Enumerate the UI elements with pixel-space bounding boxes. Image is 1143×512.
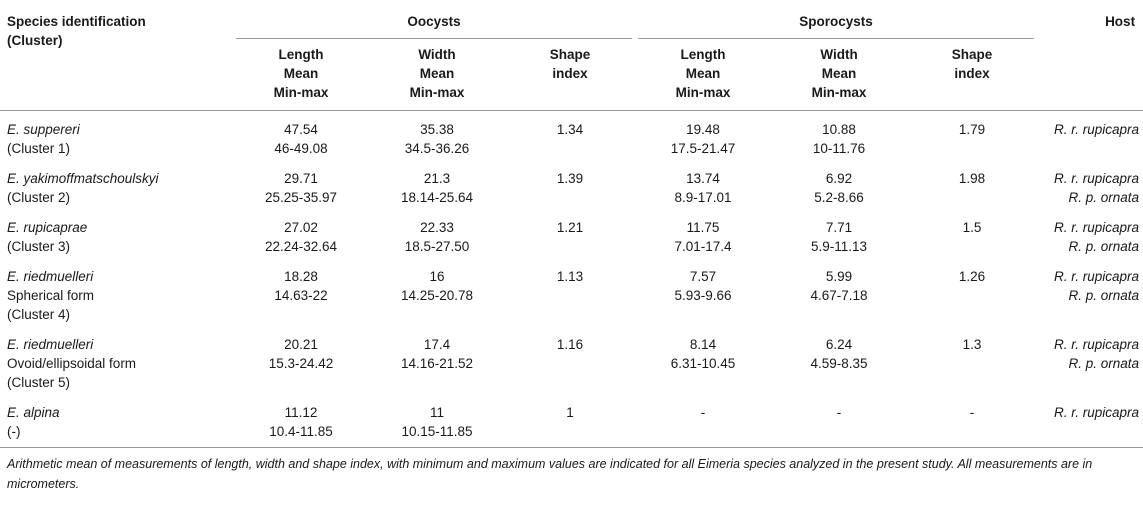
host-cell: R. r. rupicapra R. p. ornata [1054, 171, 1140, 205]
sporocyst-width-cell: 6.92 5.2-8.66 [814, 171, 864, 205]
oocyst-width-header: Width Mean Min-max [369, 39, 505, 111]
sporocyst-length-cell: 7.57 5.93-9.66 [674, 269, 732, 303]
oocyst-width-cell: 21.3 18.14-25.64 [400, 171, 474, 205]
oocyst-shape-cell: 1.16 [556, 337, 584, 352]
oocyst-width-cell: 17.4 14.16-21.52 [400, 337, 474, 371]
host-cell: R. r. rupicapra [1037, 394, 1143, 448]
sporocyst-width-cell: 5.99 4.67-7.18 [810, 269, 868, 303]
species-cell: E. rupicaprae (Cluster 3) [7, 220, 88, 254]
oocyst-shape-cell: 1 [505, 394, 636, 448]
species-cell: E. alpina (-) [0, 394, 233, 448]
sporocyst-length-cell: 13.74 8.9-17.01 [674, 171, 732, 205]
species-cell: E. riedmuelleri Ovoid/ellipsoidal form (Cl… [7, 337, 137, 390]
species-cell: E. riedmuelleri Spherical form (Cluster 4) [7, 269, 95, 322]
host-column-header: Host [1037, 0, 1143, 111]
oocyst-shape-cell: 1.21 [556, 220, 584, 235]
oocysts-group-header: Oocysts [233, 0, 635, 39]
table-row: E. yakimoffmatschoulskyi (Cluster 2) 29.7… [0, 160, 1143, 209]
species-column-header: Species identification (Cluster) [0, 0, 233, 111]
sporocyst-shape-cell: 1.5 [962, 220, 982, 235]
table-row: E. alpina (-) 11.12 10.4-11.85 11 10.15-11.… [0, 394, 1143, 448]
oocyst-length-cell: 20.21 15.3-24.42 [268, 337, 334, 371]
host-cell: R. r. rupicapra R. p. ornata [1054, 220, 1140, 254]
measurement-table: Species identification (Cluster) Oocysts… [0, 0, 1143, 448]
host-cell: R. r. rupicapra R. p. ornata [1054, 269, 1140, 303]
sporocyst-shape-index-header: Shape index [907, 39, 1038, 111]
sporocyst-width-cell: 6.24 4.59-8.35 [810, 337, 868, 371]
table-row: E. rupicaprae (Cluster 3) 27.02 22.24-32.6… [0, 209, 1143, 258]
host-cell: R. r. rupicapra R. p. ornata [1054, 337, 1140, 371]
oocyst-width-cell: 16 14.25-20.78 [400, 269, 474, 303]
oocyst-width-cell: 35.38 34.5-36.26 [404, 122, 470, 156]
oocyst-length-cell: 47.54 46-49.08 [274, 122, 328, 156]
sporocyst-shape-cell: - [907, 394, 1038, 448]
oocyst-length-header: Length Mean Min-max [233, 39, 369, 111]
sporocysts-group-header: Sporocysts [635, 0, 1037, 39]
sporocyst-shape-cell: 1.26 [958, 269, 986, 284]
sporocyst-length-cell: 11.75 7.01-17.4 [674, 220, 732, 254]
oocyst-length-cell: 11.12 10.4-11.85 [233, 394, 369, 448]
sporocyst-shape-cell: 1.3 [962, 337, 982, 352]
oocyst-length-cell: 29.71 25.25-35.97 [264, 171, 338, 205]
oocyst-width-cell: 11 10.15-11.85 [369, 394, 505, 448]
sporocyst-width-cell: 10.88 10-11.76 [812, 122, 866, 156]
sporocyst-length-cell: 8.14 6.31-10.45 [670, 337, 736, 371]
sporocyst-length-cell: 19.48 17.5-21.47 [670, 122, 736, 156]
table-footnote: Arithmetic mean of measurements of lengt… [7, 457, 1093, 491]
species-cell: E. yakimoffmatschoulskyi (Cluster 2) [7, 171, 159, 205]
oocyst-shape-cell: 1.39 [556, 171, 584, 186]
oocyst-width-cell: 22.33 18.5-27.50 [404, 220, 470, 254]
table-row: E. suppereri (Cluster 1) 47.54 46-49.08 35… [0, 111, 1143, 161]
sporocyst-shape-cell: 1.98 [958, 171, 986, 186]
oocyst-shape-index-header: Shape index [505, 39, 636, 111]
table-row: E. riedmuelleri Spherical form (Cluster 4)… [0, 258, 1143, 326]
sporocyst-width-header: Width Mean Min-max [771, 39, 908, 111]
host-cell: R. r. rupicapra [1054, 122, 1140, 137]
oocyst-shape-cell: 1.34 [556, 122, 584, 137]
oocyst-length-cell: 18.28 14.63-22 [274, 269, 328, 303]
sporocyst-width-cell: - [771, 394, 908, 448]
sporocyst-shape-cell: 1.79 [958, 122, 986, 137]
sporocyst-length-header: Length Mean Min-max [635, 39, 772, 111]
species-cell: E. suppereri (Cluster 1) [7, 122, 80, 156]
sporocyst-width-cell: 7.71 5.9-11.13 [811, 220, 868, 254]
oocyst-length-cell: 27.02 22.24-32.64 [264, 220, 338, 254]
oocyst-shape-cell: 1.13 [556, 269, 584, 284]
sporocyst-length-cell: - [635, 394, 772, 448]
table-figure: Species identification (Cluster) Oocysts… [0, 0, 1143, 491]
table-row: E. riedmuelleri Ovoid/ellipsoidal form (Cl… [0, 326, 1143, 394]
